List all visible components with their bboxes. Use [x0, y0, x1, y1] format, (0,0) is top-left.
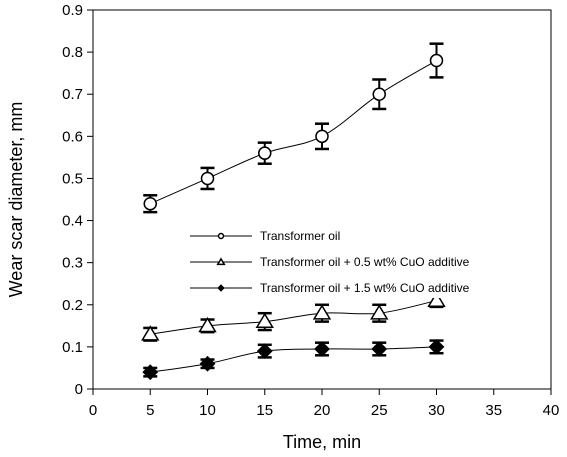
legend-label: Transformer oil + 0.5 wt% CuO additive [260, 255, 470, 269]
x-tick-label: 10 [199, 402, 216, 419]
x-tick-label: 20 [314, 402, 331, 419]
legend-marker [217, 232, 225, 240]
series-line [150, 60, 437, 205]
data-point [141, 325, 160, 341]
series-2 [141, 291, 446, 342]
x-tick-label: 0 [89, 402, 97, 419]
data-point [142, 364, 159, 381]
series-line [150, 346, 437, 373]
y-tick-label: 0.3 [62, 255, 83, 272]
x-tick-label: 30 [428, 402, 445, 419]
data-point [312, 304, 332, 320]
x-tick-label: 25 [371, 402, 388, 419]
y-tick-label: 0.5 [62, 170, 83, 187]
series-3 [142, 338, 445, 381]
y-tick-label: 0.9 [62, 2, 83, 19]
data-point [255, 312, 274, 328]
legend-marker [217, 284, 225, 292]
x-tick-label: 5 [146, 402, 154, 419]
y-tick-label: 0.7 [62, 86, 83, 103]
data-point [198, 316, 217, 333]
axis-layer: 0 5 10 15 20 25 30 35 40 0 0.1 0.2 0.3 0.4 0.5 0.6 0.7 0.… [62, 2, 559, 419]
x-axis-title: Time, min [283, 432, 361, 452]
data-point [143, 196, 157, 211]
legend-marker [216, 257, 226, 266]
data-point [314, 341, 330, 357]
series-line [150, 300, 437, 335]
legend-item: Transformer oil [190, 229, 340, 243]
data-point [256, 343, 273, 360]
data-point [370, 304, 389, 320]
legend: Transformer oil Transformer oil + 0.5 wt%… [186, 226, 506, 298]
series-1 [143, 42, 444, 214]
y-tick-label: 0.8 [62, 44, 83, 61]
data-point [429, 53, 444, 68]
y-axis-title: Wear scar diameter, mm [6, 102, 26, 298]
y-tick-label: 0.4 [62, 213, 83, 230]
data-point [371, 341, 388, 357]
y-tick-label: 0.2 [62, 297, 83, 314]
legend-label: Transformer oil [260, 229, 340, 243]
data-point [199, 355, 216, 372]
legend-label: Transformer oil + 1.5 wt% CuO additive [260, 281, 470, 295]
x-tick-label: 15 [256, 402, 273, 419]
y-tick-label: 0.6 [62, 128, 83, 145]
data-point [258, 146, 272, 160]
data-point [315, 129, 329, 144]
series-layer [141, 42, 446, 381]
y-tick-label: 0 [75, 381, 83, 398]
y-tick-label: 0.1 [62, 339, 83, 356]
legend-item: Transformer oil + 0.5 wt% CuO additive [190, 255, 470, 269]
data-point [427, 291, 446, 307]
x-tick-label: 40 [543, 402, 560, 419]
legend-item: Transformer oil + 1.5 wt% CuO additive [190, 281, 470, 295]
data-point [372, 87, 386, 101]
data-point [428, 338, 445, 355]
data-point [200, 171, 215, 186]
x-tick-label: 35 [485, 402, 502, 419]
